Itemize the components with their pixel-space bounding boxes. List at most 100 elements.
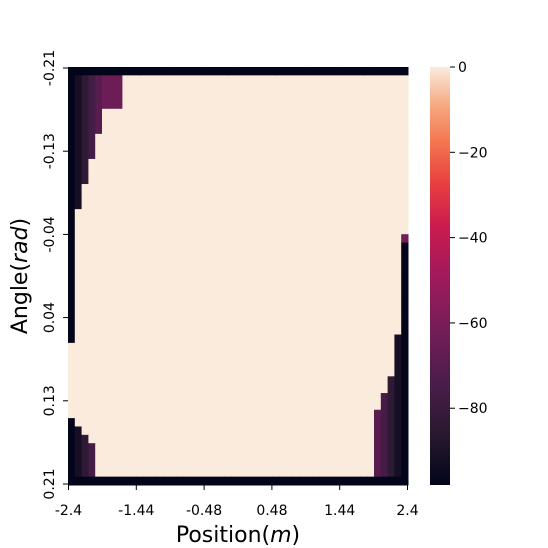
- heatmap-cell: [272, 476, 280, 486]
- heatmap-cell: [374, 117, 382, 127]
- heatmap-cell: [312, 184, 321, 193]
- heatmap-cell: [88, 209, 96, 218]
- heatmap-cell: [108, 67, 117, 76]
- heatmap-cell: [258, 234, 266, 244]
- heatmap-cell: [374, 301, 382, 310]
- heatmap-cell: [360, 250, 368, 260]
- heatmap-cell: [278, 217, 287, 227]
- heatmap-cell: [102, 359, 110, 369]
- heatmap-cell: [278, 92, 287, 101]
- heatmap-cell: [231, 426, 239, 436]
- heatmap-cell: [272, 284, 280, 294]
- heatmap-cell: [136, 100, 144, 110]
- heatmap-cell: [190, 158, 198, 168]
- heatmap-cell: [231, 175, 239, 185]
- heatmap-cell: [81, 267, 89, 277]
- heatmap-cell: [136, 192, 144, 202]
- heatmap-cell: [204, 83, 212, 93]
- heatmap-cell: [231, 200, 239, 210]
- heatmap-cell: [367, 250, 375, 260]
- heatmap-cell: [115, 92, 123, 101]
- heatmap-cell: [224, 225, 232, 235]
- heatmap-cell: [142, 393, 151, 402]
- heatmap-cell: [204, 175, 212, 185]
- heatmap-cell: [163, 409, 171, 419]
- heatmap-cell: [95, 108, 103, 118]
- heatmap-cell: [312, 334, 321, 344]
- heatmap-cell: [374, 142, 382, 152]
- heatmap-cell: [102, 250, 110, 260]
- heatmap-cell: [319, 301, 327, 310]
- heatmap-cell: [197, 342, 205, 352]
- heatmap-cell: [149, 468, 157, 478]
- heatmap-cell: [258, 259, 266, 269]
- heatmap-cell: [306, 301, 314, 310]
- heatmap-cell: [122, 426, 130, 436]
- heatmap-cell: [217, 426, 225, 436]
- heatmap-cell: [306, 117, 314, 127]
- heatmap-cell: [387, 67, 395, 76]
- heatmap-cell: [210, 367, 219, 377]
- heatmap-cell: [183, 351, 191, 361]
- heatmap-cell: [149, 292, 157, 302]
- heatmap-cell: [142, 401, 151, 411]
- heatmap-cell: [238, 476, 246, 486]
- heatmap-cell: [326, 301, 334, 310]
- heatmap-cell: [108, 158, 117, 168]
- heatmap-cell: [272, 234, 280, 244]
- heatmap-cell: [163, 150, 171, 160]
- heatmap-cell: [108, 100, 117, 110]
- heatmap-cell: [136, 468, 144, 478]
- heatmap-cell: [231, 284, 239, 294]
- heatmap-cell: [326, 451, 334, 461]
- heatmap-cell: [210, 351, 219, 361]
- heatmap-cell: [346, 267, 355, 277]
- heatmap-cell: [265, 418, 273, 427]
- heatmap-cell: [258, 384, 266, 394]
- heatmap-cell: [278, 67, 287, 76]
- heatmap-cell: [244, 158, 253, 168]
- heatmap-cell: [231, 67, 239, 76]
- heatmap-cell: [129, 259, 137, 269]
- heatmap-cell: [306, 67, 314, 76]
- heatmap-cell: [142, 468, 151, 478]
- heatmap-cell: [122, 75, 130, 85]
- heatmap-cell: [333, 276, 341, 285]
- heatmap-cell: [326, 334, 334, 344]
- heatmap-cell: [122, 351, 130, 361]
- heatmap-cell: [142, 108, 151, 118]
- heatmap-cell: [306, 359, 314, 369]
- heatmap-cell: [156, 75, 164, 85]
- heatmap-cell: [176, 301, 185, 310]
- heatmap-cell: [238, 284, 246, 294]
- heatmap-cell: [333, 184, 341, 193]
- heatmap-cell: [340, 459, 348, 469]
- heatmap-cell: [224, 384, 232, 394]
- heatmap-cell: [217, 92, 225, 101]
- heatmap-cell: [292, 409, 300, 419]
- heatmap-cell: [95, 217, 103, 227]
- heatmap-cell: [394, 150, 402, 160]
- heatmap-cell: [367, 242, 375, 252]
- heatmap-cell: [163, 83, 171, 93]
- heatmap-cell: [136, 158, 144, 168]
- heatmap-cell: [251, 276, 259, 285]
- heatmap-cell: [251, 167, 259, 177]
- heatmap-cell: [122, 125, 130, 135]
- heatmap-cell: [136, 259, 144, 269]
- heatmap-cell: [353, 150, 361, 160]
- heatmap-cell: [258, 301, 266, 310]
- heatmap-cell: [401, 225, 409, 235]
- heatmap-cell: [306, 468, 314, 478]
- heatmap-cell: [149, 75, 157, 85]
- heatmap-cell: [306, 108, 314, 118]
- heatmap-cell: [176, 326, 185, 336]
- heatmap-cell: [394, 418, 402, 427]
- heatmap-cell: [115, 384, 123, 394]
- heatmap-cell: [340, 476, 348, 486]
- heatmap-cell: [224, 351, 232, 361]
- heatmap-cell: [265, 426, 273, 436]
- heatmap-cell: [367, 359, 375, 369]
- heatmap-cell: [319, 334, 327, 344]
- heatmap-cell: [238, 133, 246, 143]
